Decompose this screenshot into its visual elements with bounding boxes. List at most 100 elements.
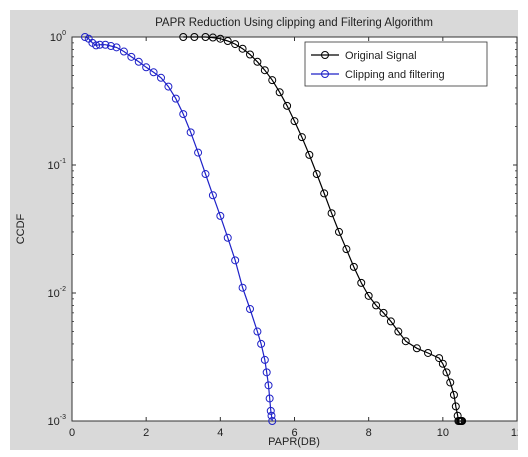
data-point-series-0 xyxy=(231,40,240,49)
chart-title: PAPR Reduction Using clipping and Filter… xyxy=(155,17,433,29)
data-point-series-0 xyxy=(223,37,232,46)
data-point-series-1 xyxy=(112,43,121,52)
x-tick-label: 6 xyxy=(291,427,297,439)
data-point-series-0 xyxy=(401,337,410,346)
axis-ticks: 02468101210010-110-210-3 xyxy=(48,30,518,439)
series-markers xyxy=(80,33,467,425)
data-point-series-1 xyxy=(95,40,104,49)
y-tick-base: 10 xyxy=(50,32,62,44)
data-point-series-0 xyxy=(179,33,188,41)
data-point-series-1 xyxy=(80,33,89,41)
data-point-series-1 xyxy=(106,42,115,51)
data-point-series-0 xyxy=(438,359,447,368)
data-point-series-0 xyxy=(379,308,388,317)
legend-marker-original xyxy=(321,51,329,59)
y-tick-exponent: -3 xyxy=(60,414,66,421)
data-point-series-1 xyxy=(101,40,110,49)
data-point-series-0 xyxy=(451,402,460,411)
data-point-series-0 xyxy=(246,50,254,59)
legend-marker-clipping xyxy=(321,70,329,78)
data-point-series-0 xyxy=(190,33,199,41)
data-point-series-1 xyxy=(253,327,262,336)
data-point-series-1 xyxy=(208,191,217,200)
y-tick-base: 10 xyxy=(48,160,60,172)
x-tick-label: 2 xyxy=(143,427,149,439)
data-point-series-0 xyxy=(275,88,284,97)
data-point-series-1 xyxy=(223,233,232,242)
data-point-series-1 xyxy=(265,394,274,403)
x-tick-label: 12 xyxy=(511,427,518,439)
data-point-series-0 xyxy=(305,150,314,159)
data-point-series-0 xyxy=(208,33,217,42)
y-tick-base: 10 xyxy=(48,416,60,428)
data-point-series-0 xyxy=(320,189,329,198)
data-point-series-0 xyxy=(335,227,343,236)
data-point-series-1 xyxy=(127,52,136,61)
y-axis-label: CCDF xyxy=(15,213,27,244)
data-point-series-0 xyxy=(442,368,451,377)
data-point-series-1 xyxy=(119,47,128,56)
data-point-series-0 xyxy=(312,170,321,179)
data-point-series-0 xyxy=(424,348,432,357)
plot-area xyxy=(71,36,518,422)
data-point-series-0 xyxy=(458,417,467,425)
data-point-series-1 xyxy=(246,304,254,313)
data-point-series-1 xyxy=(216,211,225,220)
data-point-series-0 xyxy=(446,378,455,387)
data-point-series-1 xyxy=(238,283,247,292)
data-point-series-0 xyxy=(297,133,306,142)
y-tick-exponent: -1 xyxy=(60,158,66,165)
data-point-series-0 xyxy=(216,34,225,43)
data-point-series-0 xyxy=(435,354,444,363)
legend: Original Signal Clipping and filtering xyxy=(304,41,488,87)
data-point-series-1 xyxy=(171,94,180,103)
data-point-series-1 xyxy=(266,406,275,415)
data-point-series-1 xyxy=(179,110,188,119)
legend-box xyxy=(304,41,488,87)
data-point-series-0 xyxy=(268,76,277,85)
data-point-series-0 xyxy=(253,57,262,66)
data-point-series-1 xyxy=(260,355,269,364)
data-point-series-0 xyxy=(364,291,373,300)
data-point-series-1 xyxy=(262,368,271,377)
data-point-series-0 xyxy=(290,117,299,126)
data-point-series-1 xyxy=(142,63,151,72)
data-point-series-1 xyxy=(201,170,210,179)
y-tick-label: 10-1 xyxy=(48,158,67,172)
y-tick-exponent: -2 xyxy=(60,286,66,293)
data-point-series-1 xyxy=(164,82,173,91)
data-point-series-1 xyxy=(267,411,276,420)
data-point-series-0 xyxy=(449,390,458,399)
y-tick-label: 10-2 xyxy=(48,286,67,300)
data-point-series-0 xyxy=(342,245,351,254)
x-tick-label: 10 xyxy=(437,427,449,439)
data-point-series-1 xyxy=(264,381,273,390)
data-point-series-1 xyxy=(257,339,266,348)
series-line-0 xyxy=(183,36,463,422)
legend-label-clipping: Clipping and filtering xyxy=(345,69,445,81)
data-point-series-0 xyxy=(412,344,421,353)
data-point-series-1 xyxy=(231,256,240,265)
data-point-series-1 xyxy=(134,57,143,66)
x-tick-label: 4 xyxy=(217,427,223,439)
x-axis-label: PAPR(DB) xyxy=(268,436,320,448)
y-tick-exponent: 0 xyxy=(62,30,66,37)
y-tick-base: 10 xyxy=(48,288,60,300)
data-point-series-1 xyxy=(186,128,195,137)
data-point-series-0 xyxy=(349,262,358,271)
y-tick-label: 100 xyxy=(50,30,66,44)
data-point-series-0 xyxy=(283,101,292,110)
y-tick-label: 10-3 xyxy=(48,414,67,428)
data-point-series-0 xyxy=(386,317,395,326)
data-point-series-1 xyxy=(149,68,158,77)
data-point-series-1 xyxy=(92,41,101,50)
data-point-series-1 xyxy=(268,417,277,425)
data-point-series-0 xyxy=(260,66,269,75)
data-point-series-0 xyxy=(238,44,247,53)
data-point-series-0 xyxy=(327,209,336,218)
x-tick-label: 0 xyxy=(69,427,75,439)
chart-svg: PAPR Reduction Using clipping and Filter… xyxy=(15,17,518,448)
data-point-series-1 xyxy=(194,148,203,157)
x-tick-label: 8 xyxy=(366,427,372,439)
data-point-series-0 xyxy=(394,327,403,336)
